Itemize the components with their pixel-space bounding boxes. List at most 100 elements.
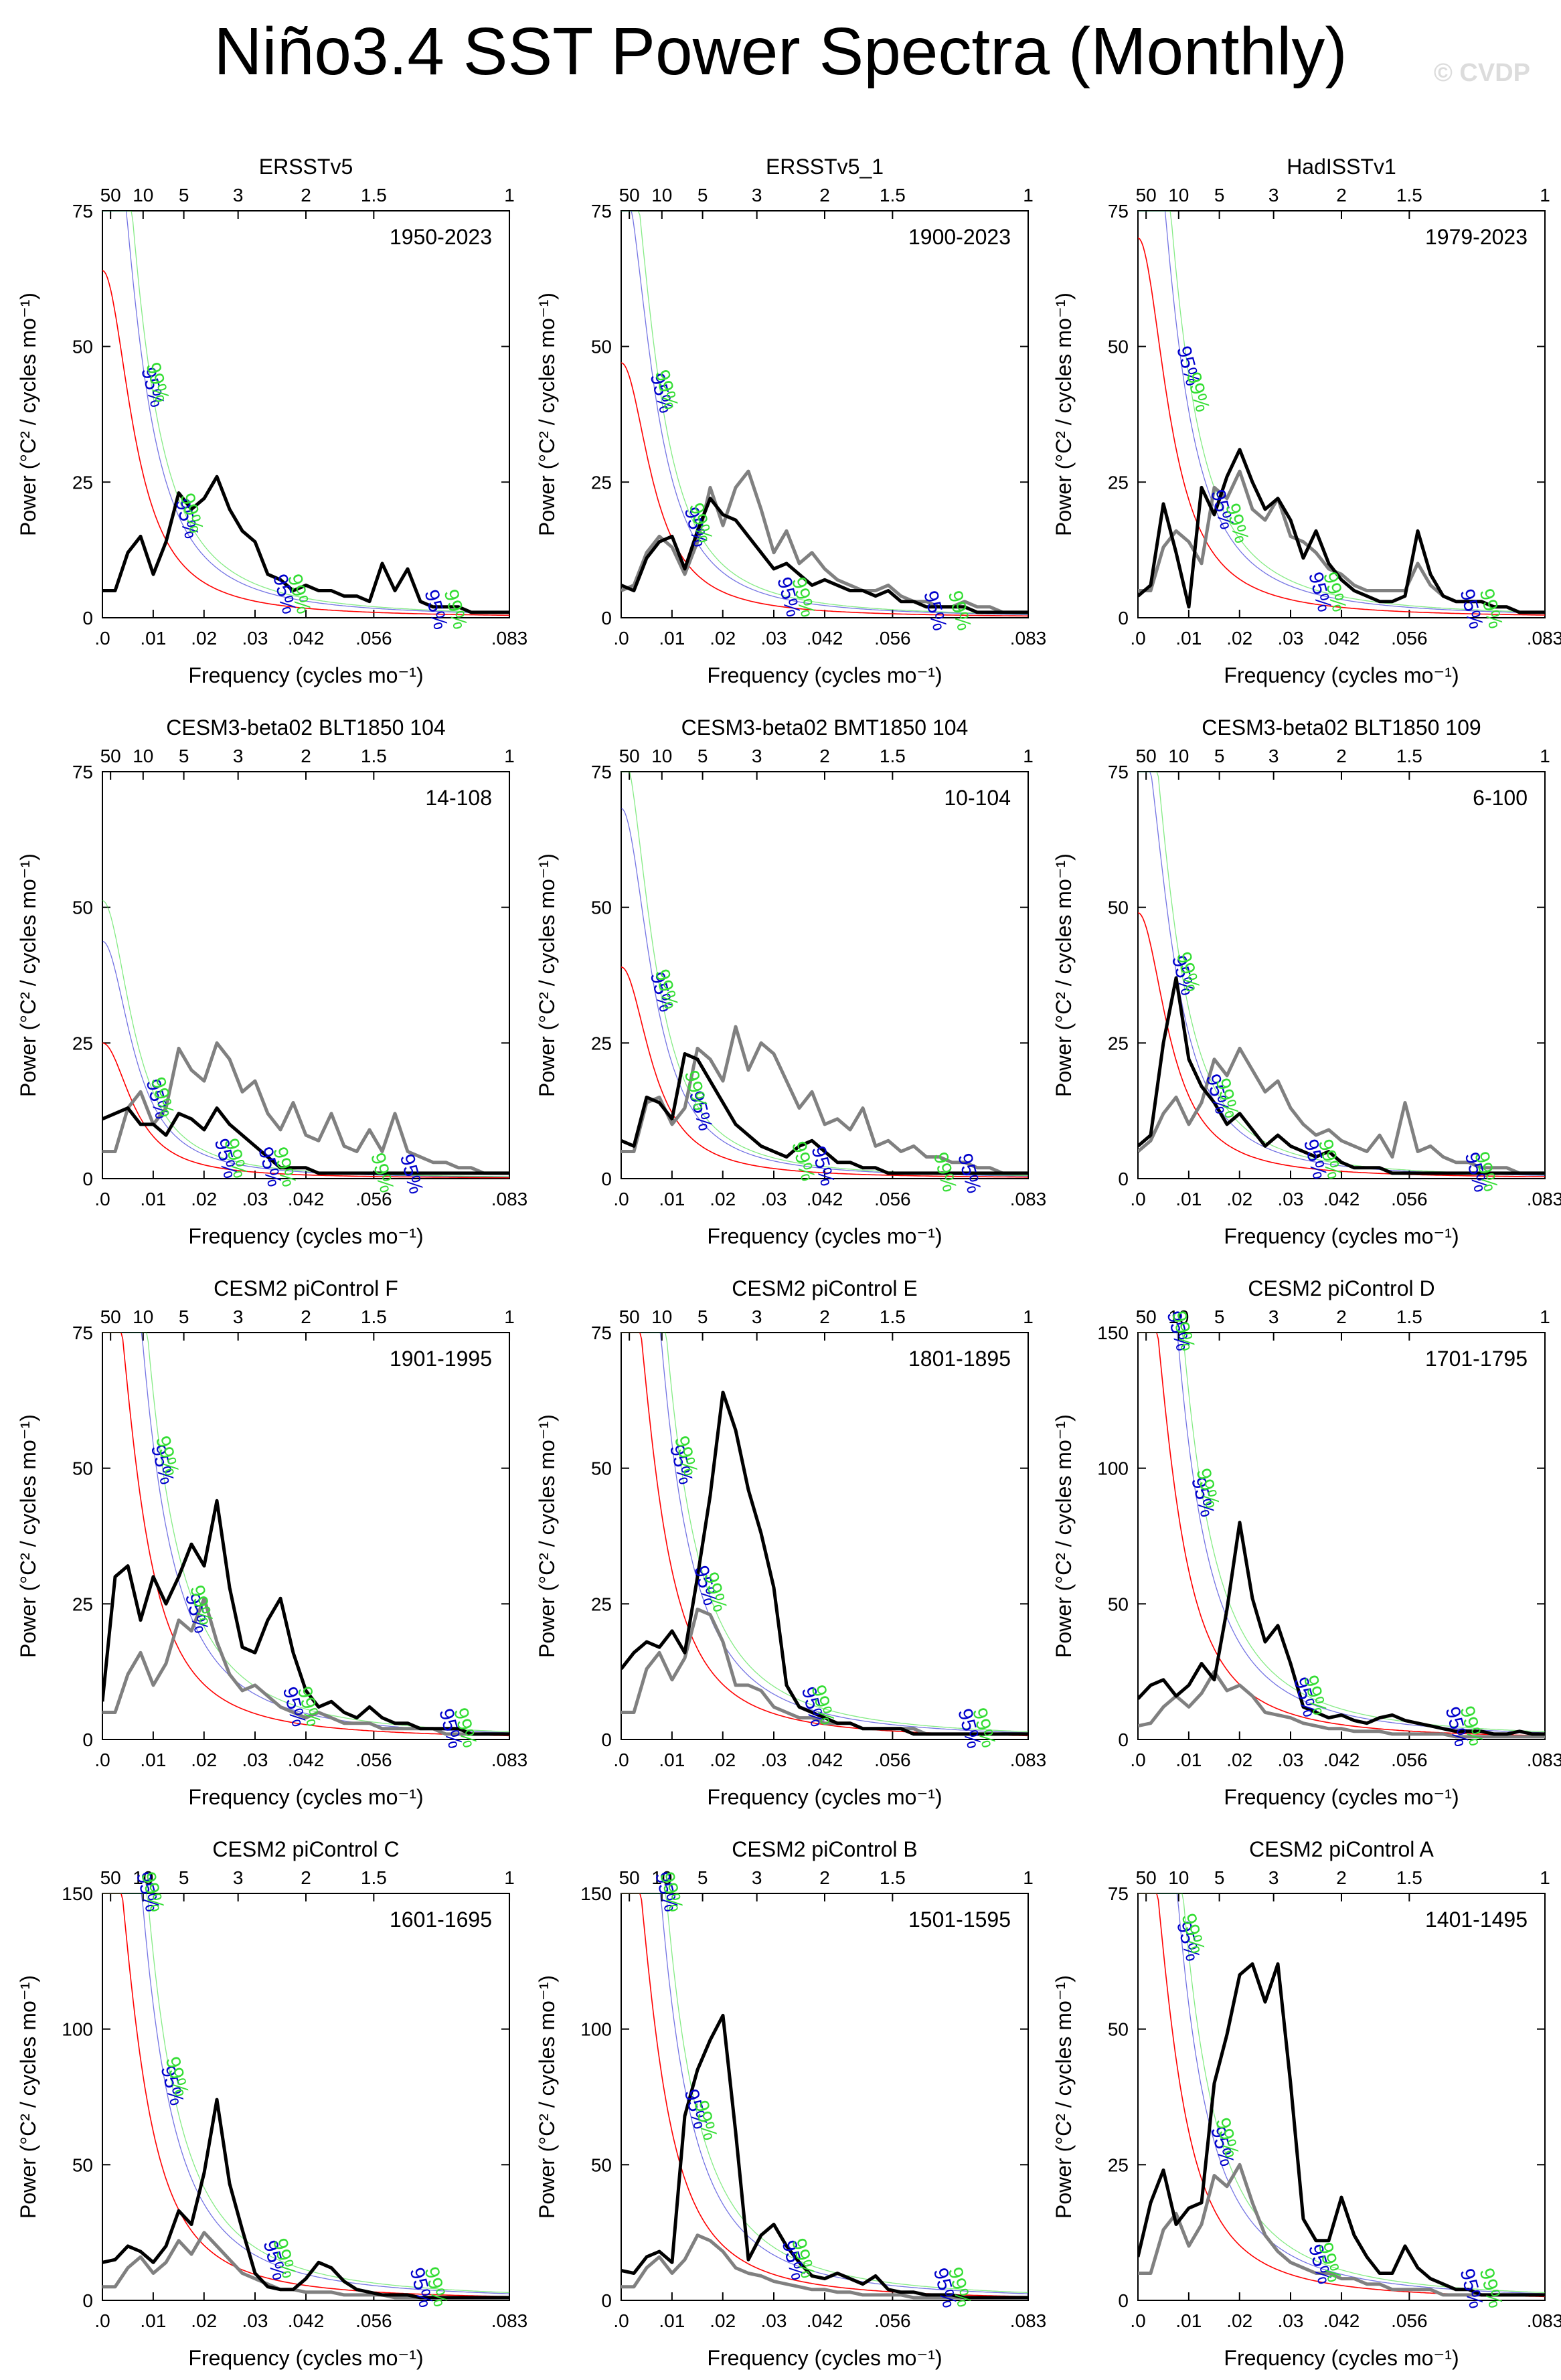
x-tick-label: .056	[874, 628, 911, 649]
y-axis-label: Power (°C² / cycles mo⁻¹)	[16, 292, 40, 536]
y-tick-label: 75	[1108, 201, 1129, 222]
top-tick-label: 3	[233, 1867, 244, 1888]
top-tick-label: 3	[1268, 1306, 1279, 1327]
spectrum-panel: HadISSTv1 1979-2023 .0 .01 .02 .03 .042 .056 .08…	[1052, 155, 1561, 687]
x-tick-label: .01	[1175, 1750, 1202, 1770]
ci95-curve	[102, 1333, 509, 1733]
spectrum-panel: CESM2 piControl D 1701-1795 .0 .01 .02 .03 .04…	[1052, 1276, 1561, 1809]
x-tick-label: .01	[1175, 2310, 1202, 2331]
curves	[1138, 1893, 1545, 2298]
top-tick-label: 10	[133, 746, 153, 766]
top-tick-label: 50	[100, 1306, 121, 1327]
panel-years: 1401-1495	[1425, 1907, 1528, 1932]
panel-years: 1801-1895	[908, 1347, 1011, 1371]
x-tick-label: .056	[355, 628, 392, 649]
panel-title: CESM2 piControl B	[732, 1837, 917, 1861]
spectrum-panel: ERSSTv5_1 1900-2023 .0 .01 .02 .03 .042 .056 .08…	[535, 155, 1046, 687]
x-tick-label: .083	[1527, 1189, 1561, 1209]
top-tick-label: 5	[179, 746, 189, 766]
x-axis-label: Frequency (cycles mo⁻¹)	[188, 1785, 423, 1809]
x-tick-label: .056	[1391, 1750, 1428, 1770]
x-tick-label: .03	[242, 2310, 268, 2331]
ci99-curve	[621, 1333, 1028, 1733]
ci99-label: 99%	[1221, 501, 1252, 545]
x-tick-label: .0	[94, 628, 110, 649]
red-noise-curve	[102, 1893, 509, 2298]
model-spectrum-line	[621, 1052, 1028, 1175]
top-tick-label: 10	[651, 1306, 672, 1327]
curves	[102, 1893, 509, 2300]
x-tick-label: .056	[1391, 2310, 1428, 2331]
top-tick-label: 3	[1268, 1867, 1279, 1888]
top-tick-label: 1	[504, 1867, 515, 1888]
x-axis-label: Frequency (cycles mo⁻¹)	[707, 1224, 942, 1248]
x-tick-label: .083	[1010, 628, 1047, 649]
top-tick-label: 50	[100, 1867, 121, 1888]
y-axis-label: Power (°C² / cycles mo⁻¹)	[535, 1975, 559, 2219]
top-tick-label: 1.5	[880, 1867, 906, 1888]
top-tick-label: 50	[100, 185, 121, 205]
panel-title: ERSSTv5_1	[766, 155, 884, 179]
model-spectrum-line	[1138, 448, 1545, 614]
x-tick-label: .01	[659, 2310, 685, 2331]
top-tick-label: 2	[301, 1306, 311, 1327]
panel-title: CESM2 piControl F	[214, 1276, 398, 1300]
top-tick-label: 1	[504, 746, 515, 766]
top-tick-label: 2	[819, 746, 830, 766]
x-tick-label: .042	[807, 2310, 843, 2331]
top-tick-label: 1	[504, 1306, 515, 1327]
spectrum-panel: CESM2 piControl B 1501-1595 .0 .01 .02 .03 .04…	[535, 1837, 1046, 2370]
x-tick-label: .03	[1278, 1189, 1304, 1209]
top-tick-label: 10	[1168, 185, 1189, 205]
y-tick-label: 25	[591, 1594, 612, 1614]
spectrum-panel: CESM2 piControl E 1801-1895 .0 .01 .02 .03 .04…	[535, 1276, 1046, 1809]
y-tick-label: 0	[601, 2290, 612, 2311]
y-tick-label: 150	[580, 1883, 612, 1904]
x-tick-label: .03	[761, 628, 787, 649]
curves	[1138, 772, 1545, 1177]
y-axis-label: Power (°C² / cycles mo⁻¹)	[1052, 1975, 1076, 2219]
x-tick-label: .056	[355, 2310, 392, 2331]
red-noise-curve	[621, 1893, 1028, 2298]
curves	[621, 772, 1028, 1178]
top-tick-label: 50	[1136, 185, 1157, 205]
model-spectrum-line	[1138, 976, 1545, 1175]
x-tick-label: .0	[1130, 1750, 1145, 1770]
model-spectrum-line	[621, 497, 1028, 614]
model-spectrum-line	[102, 475, 509, 614]
x-tick-label: .083	[1010, 1750, 1047, 1770]
x-tick-label: .01	[140, 1750, 166, 1770]
top-tick-label: 10	[1168, 746, 1189, 766]
top-tick-label: 10	[1168, 1867, 1189, 1888]
x-tick-label: .02	[710, 628, 736, 649]
x-tick-label: .042	[1323, 628, 1360, 649]
ci95-curve	[621, 1333, 1028, 1733]
model-spectrum-line	[102, 1499, 509, 1736]
top-tick-label: 2	[301, 185, 311, 205]
x-tick-label: .01	[659, 628, 685, 649]
y-tick-label: 150	[1097, 1323, 1129, 1343]
spectrum-panel: CESM3-beta02 BMT1850 104 10-104 .0 .01 .02 .0…	[535, 715, 1046, 1248]
x-tick-label: .056	[874, 1189, 911, 1209]
x-tick-label: .042	[1323, 1750, 1360, 1770]
x-tick-label: .0	[613, 1189, 629, 1209]
x-tick-label: .0	[94, 1750, 110, 1770]
x-tick-label: .042	[288, 628, 325, 649]
x-tick-label: .01	[140, 2310, 166, 2331]
top-tick-label: 1.5	[361, 185, 387, 205]
obs-spectrum-line	[621, 469, 1028, 614]
obs-spectrum-line	[1138, 1046, 1545, 1175]
y-tick-label: 75	[72, 762, 93, 782]
y-tick-label: 25	[1108, 1033, 1129, 1053]
x-tick-label: .042	[1323, 2310, 1360, 2331]
x-tick-label: .02	[191, 628, 217, 649]
model-spectrum-line	[102, 2098, 509, 2300]
panel-years: 1900-2023	[908, 225, 1011, 249]
x-axis-label: Frequency (cycles mo⁻¹)	[707, 1785, 942, 1809]
x-tick-label: .056	[355, 1189, 392, 1209]
y-axis-label: Power (°C² / cycles mo⁻¹)	[1052, 292, 1076, 536]
ci99-curve	[102, 1893, 509, 2294]
top-tick-label: 5	[697, 746, 708, 766]
x-tick-label: .03	[1278, 628, 1304, 649]
red-noise-curve	[621, 1333, 1028, 1737]
